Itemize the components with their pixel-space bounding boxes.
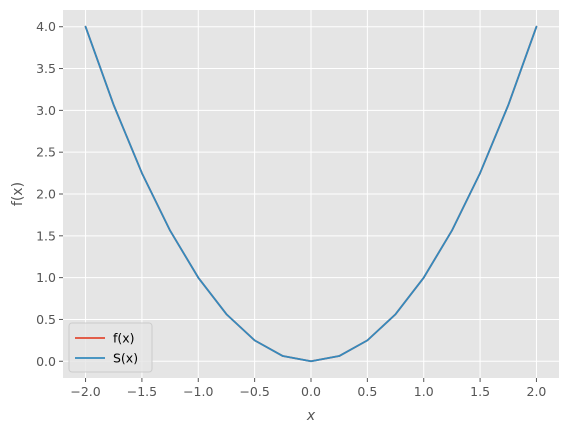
y-axis-ticks: 0.0 0.5 1.0 1.5 2.0 2.5 3.0 3.5 4.0: [36, 19, 63, 369]
x-axis-ticks: −2.0 −1.5 −1.0 −0.5 0.0 0.5 1.0 1.5 2.0: [70, 378, 546, 399]
x-tick-label: 0.5: [357, 384, 377, 399]
y-tick-label: 1.5: [36, 228, 56, 243]
y-tick-label: 3.5: [36, 61, 56, 76]
x-tick-label: 1.0: [414, 384, 434, 399]
x-tick-label: −1.0: [183, 384, 213, 399]
x-tick-label: −0.5: [239, 384, 269, 399]
legend-box: [68, 322, 153, 373]
series-line-s: [84, 25, 538, 363]
legend: f(x) S(x): [68, 322, 153, 373]
series-lines: [84, 25, 538, 363]
y-tick-label: 1.0: [36, 270, 56, 285]
x-tick-label: 2.0: [527, 384, 547, 399]
y-tick-label: 0.0: [36, 354, 56, 369]
y-tick-label: 2.0: [36, 187, 56, 202]
y-axis-label: f(x): [10, 182, 26, 206]
y-tick-label: 4.0: [36, 19, 56, 34]
x-tick-label: −1.5: [127, 384, 157, 399]
y-tick-label: 3.0: [36, 103, 56, 118]
legend-label: f(x): [113, 331, 135, 346]
x-axis-label: x: [306, 408, 316, 424]
y-tick-label: 0.5: [36, 312, 56, 327]
y-tick-label: 2.5: [36, 145, 56, 160]
x-tick-label: −2.0: [70, 384, 100, 399]
legend-label: S(x): [113, 351, 138, 366]
x-tick-label: 1.5: [470, 384, 490, 399]
x-tick-label: 0.0: [301, 384, 321, 399]
